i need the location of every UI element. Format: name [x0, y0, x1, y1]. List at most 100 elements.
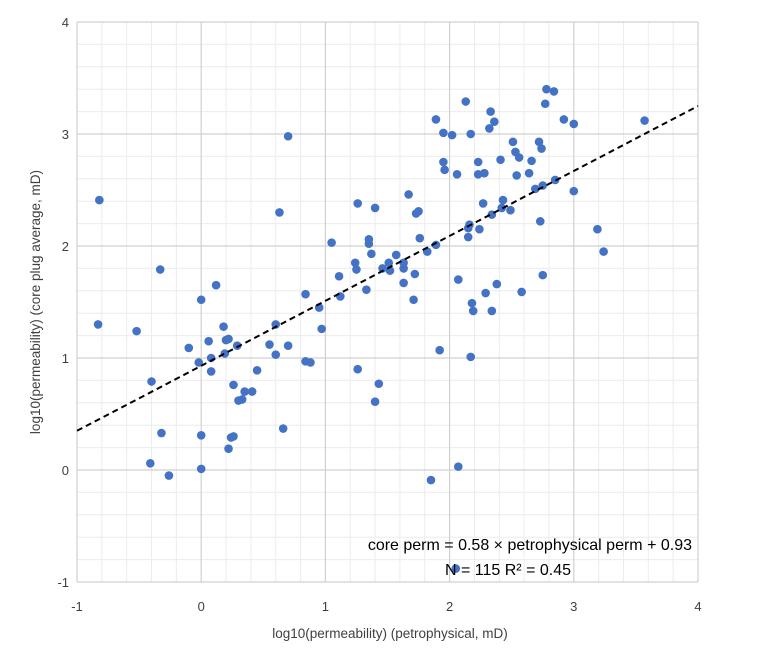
data-point	[237, 395, 247, 404]
data-point	[404, 190, 413, 199]
data-point	[439, 157, 448, 167]
data-point	[378, 264, 387, 273]
x-tick-label: 1	[322, 599, 329, 614]
data-point	[204, 336, 213, 346]
data-point	[301, 289, 310, 299]
data-point	[271, 320, 281, 329]
data-point	[374, 379, 384, 389]
data-point	[426, 475, 436, 485]
data-point	[196, 295, 206, 305]
data-point	[593, 224, 602, 234]
data-point	[232, 341, 242, 350]
data-point	[184, 343, 194, 353]
data-point	[569, 186, 579, 196]
data-point	[473, 157, 483, 167]
y-axis-tick-labels: -1 0 1 2 3 4	[57, 15, 69, 590]
data-point	[517, 287, 526, 297]
data-point	[439, 128, 448, 138]
data-point	[461, 97, 471, 106]
stats-annotation: N = 115 R² = 0.45	[445, 562, 571, 579]
x-axis-tick-labels: -1 0 1 2 3 4	[71, 599, 701, 614]
data-point	[537, 144, 546, 153]
data-point	[451, 564, 461, 573]
data-point	[384, 258, 394, 268]
data-point	[453, 275, 463, 284]
data-point	[508, 137, 518, 147]
x-tick-label: 4	[694, 599, 701, 614]
data-point	[194, 358, 204, 367]
data-point	[391, 250, 401, 260]
data-point	[275, 208, 284, 217]
data-point	[431, 115, 441, 124]
data-point	[93, 320, 103, 329]
data-point	[530, 184, 540, 194]
x-tick-label: 3	[570, 599, 577, 614]
data-point	[196, 430, 206, 440]
data-point	[353, 199, 362, 208]
data-point	[481, 288, 490, 298]
trendline	[76, 105, 699, 432]
data-point	[147, 377, 156, 386]
data-point	[336, 292, 345, 301]
y-tick-label: 0	[62, 463, 69, 478]
data-point	[559, 115, 569, 124]
data-point	[196, 464, 206, 474]
data-point	[599, 247, 608, 256]
data-point	[512, 171, 521, 180]
x-tick-label: -1	[71, 599, 83, 614]
data-points	[93, 84, 649, 573]
data-point	[306, 358, 315, 367]
x-tick-label: 0	[198, 599, 205, 614]
data-point	[514, 153, 524, 162]
data-point	[132, 326, 141, 336]
data-point	[496, 155, 505, 165]
data-point	[317, 324, 326, 334]
data-point	[362, 285, 371, 294]
data-point	[440, 165, 449, 175]
data-point	[155, 265, 165, 274]
data-point	[535, 217, 545, 226]
data-point	[524, 168, 534, 178]
data-point	[487, 306, 497, 316]
data-point	[550, 175, 560, 185]
data-point	[278, 424, 288, 433]
data-point	[211, 280, 221, 290]
data-point	[157, 428, 166, 438]
data-point	[164, 471, 174, 480]
data-point	[534, 137, 544, 147]
data-point	[370, 203, 380, 213]
data-point	[327, 238, 336, 247]
data-point	[527, 156, 536, 166]
x-axis-title: log10(permeability) (petrophysical, mD)	[272, 626, 508, 641]
data-point	[542, 84, 551, 94]
data-point	[334, 271, 344, 281]
data-point	[485, 124, 494, 133]
data-point	[399, 264, 408, 273]
data-point	[229, 380, 238, 390]
data-point	[431, 240, 441, 250]
data-point	[466, 129, 476, 139]
data-point	[240, 387, 249, 396]
x-tick-label: 2	[446, 599, 453, 614]
data-point	[271, 350, 281, 359]
data-point	[466, 352, 476, 362]
major-gridlines	[76, 21, 699, 583]
data-point	[549, 87, 559, 96]
y-tick-label: 2	[62, 239, 69, 254]
data-point	[540, 99, 550, 109]
data-point	[350, 258, 360, 268]
data-point	[370, 397, 380, 406]
data-point	[486, 107, 495, 116]
data-point	[447, 130, 457, 140]
data-point	[220, 349, 230, 358]
data-point	[353, 364, 362, 374]
data-point	[569, 119, 579, 129]
data-point	[478, 199, 488, 208]
data-point	[452, 170, 462, 179]
data-point	[399, 278, 408, 288]
data-point	[468, 306, 478, 316]
data-point	[219, 322, 228, 331]
data-point	[352, 265, 361, 274]
equation-annotation: core perm = 0.58 × petrophysical perm + …	[368, 537, 692, 554]
